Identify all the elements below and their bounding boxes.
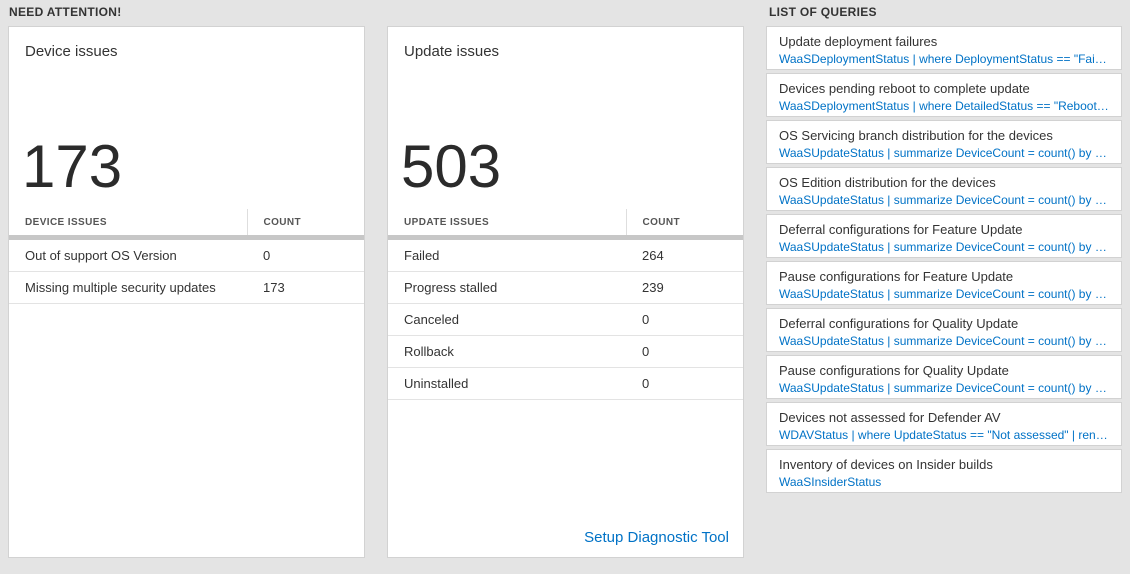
update-issues-tile[interactable]: Update issues 503 (388, 27, 743, 207)
query-item[interactable]: Devices pending reboot to complete updat… (766, 73, 1122, 117)
query-item[interactable]: OS Edition distribution for the devices … (766, 167, 1122, 211)
row-count: 0 (626, 335, 743, 368)
query-title: Update deployment failures (779, 34, 938, 49)
row-count: 0 (626, 367, 743, 400)
query-title: Devices pending reboot to complete updat… (779, 81, 1030, 96)
query-text: WaaSUpdateStatus | summarize DeviceCount… (779, 146, 1109, 160)
query-text: WaaSDeploymentStatus | where DeploymentS… (779, 52, 1109, 66)
row-label: Progress stalled (388, 271, 626, 304)
query-item[interactable]: Deferral configurations for Quality Upda… (766, 308, 1122, 352)
table-row[interactable]: Missing multiple security updates 173 (9, 271, 364, 304)
query-text: WaaSUpdateStatus | summarize DeviceCount… (779, 381, 1109, 395)
query-text: WaaSInsiderStatus (779, 475, 882, 489)
query-item[interactable]: Deferral configurations for Feature Upda… (766, 214, 1122, 258)
query-text: WaaSUpdateStatus | summarize DeviceCount… (779, 240, 1109, 254)
update-issues-column-header: UPDATE ISSUES (388, 209, 626, 240)
update-issues-card: Update issues 503 UPDATE ISSUES COUNT Fa… (387, 26, 744, 558)
query-text: WDAVStatus | where UpdateStatus == "Not … (779, 428, 1109, 442)
row-label: Rollback (388, 335, 626, 368)
query-title: Pause configurations for Feature Update (779, 269, 1014, 284)
query-text: WaaSUpdateStatus | summarize DeviceCount… (779, 334, 1109, 348)
query-title: Inventory of devices on Insider builds (779, 457, 993, 472)
query-title: Deferral configurations for Quality Upda… (779, 316, 1019, 331)
query-item[interactable]: Pause configurations for Feature Update … (766, 261, 1122, 305)
query-title: Pause configurations for Quality Update (779, 363, 1009, 378)
update-issues-table: UPDATE ISSUES COUNT Failed 264 Progress … (388, 209, 743, 400)
device-issues-card: Device issues 173 DEVICE ISSUES COUNT Ou… (8, 26, 365, 558)
update-issues-title: Update issues (404, 43, 500, 60)
table-row[interactable]: Failed 264 (388, 237, 743, 272)
query-item[interactable]: Pause configurations for Quality Update … (766, 355, 1122, 399)
row-count: 0 (247, 237, 364, 272)
setup-diagnostic-tool-link[interactable]: Setup Diagnostic Tool (584, 529, 729, 546)
query-title: Devices not assessed for Defender AV (779, 410, 1001, 425)
query-title: OS Servicing branch distribution for the… (779, 128, 1053, 143)
need-attention-header: NEED ATTENTION! (9, 5, 122, 19)
row-count: 264 (626, 237, 743, 272)
device-issues-big-number: 173 (22, 133, 123, 200)
device-issues-tile[interactable]: Device issues 173 (9, 27, 364, 207)
device-issues-column-header: DEVICE ISSUES (9, 209, 247, 240)
row-count: 239 (626, 271, 743, 304)
row-label: Canceled (388, 303, 626, 336)
query-text: WaaSUpdateStatus | summarize DeviceCount… (779, 193, 1109, 207)
query-list: Update deployment failures WaaSDeploymen… (766, 26, 1122, 496)
row-label: Out of support OS Version (9, 237, 247, 272)
update-issues-big-number: 503 (401, 133, 502, 200)
table-row[interactable]: Rollback 0 (388, 335, 743, 368)
count-column-header: COUNT (625, 209, 743, 240)
query-item[interactable]: Update deployment failures WaaSDeploymen… (766, 26, 1122, 70)
row-label: Uninstalled (388, 367, 626, 400)
row-count: 173 (247, 271, 364, 304)
query-text: WaaSUpdateStatus | summarize DeviceCount… (779, 287, 1109, 301)
list-of-queries-header: LIST OF QUERIES (769, 5, 877, 19)
device-issues-table: DEVICE ISSUES COUNT Out of support OS Ve… (9, 209, 364, 304)
table-row[interactable]: Uninstalled 0 (388, 367, 743, 400)
row-count: 0 (626, 303, 743, 336)
row-label: Failed (388, 237, 626, 272)
table-header-row: UPDATE ISSUES COUNT (388, 209, 743, 240)
count-column-header: COUNT (246, 209, 364, 240)
table-row[interactable]: Progress stalled 239 (388, 271, 743, 304)
query-title: OS Edition distribution for the devices (779, 175, 996, 190)
table-header-row: DEVICE ISSUES COUNT (9, 209, 364, 240)
query-text: WaaSDeploymentStatus | where DetailedSta… (779, 99, 1109, 113)
row-label: Missing multiple security updates (9, 271, 247, 304)
query-item[interactable]: OS Servicing branch distribution for the… (766, 120, 1122, 164)
device-issues-title: Device issues (25, 43, 118, 60)
query-title: Deferral configurations for Feature Upda… (779, 222, 1023, 237)
table-row[interactable]: Canceled 0 (388, 303, 743, 336)
table-row[interactable]: Out of support OS Version 0 (9, 237, 364, 272)
query-item[interactable]: Devices not assessed for Defender AV WDA… (766, 402, 1122, 446)
query-item[interactable]: Inventory of devices on Insider builds W… (766, 449, 1122, 493)
